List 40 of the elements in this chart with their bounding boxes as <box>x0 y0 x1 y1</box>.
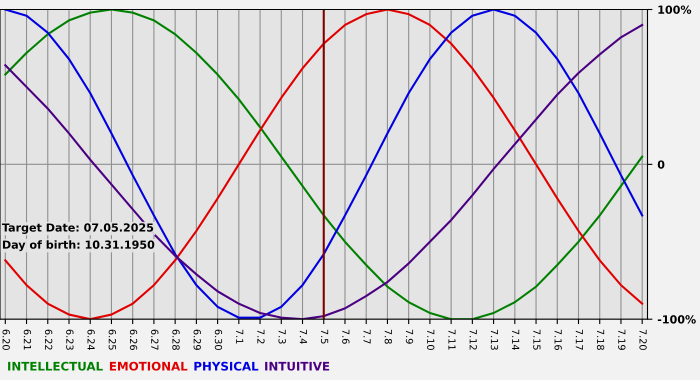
x-tick-label: 6.28 <box>172 330 180 350</box>
x-tick-label: 7.8 <box>384 330 392 344</box>
x-tick-label: 7.10 <box>427 330 434 350</box>
x-tick-label: 7.20 <box>639 330 647 350</box>
x-tick-label: 6.20 <box>2 330 10 350</box>
x-tick-label: 7.15 <box>533 330 540 350</box>
x-tick-label: 6.22 <box>44 330 52 350</box>
x-tick-label: 7.2 <box>257 330 265 344</box>
x-tick-label: 6.24 <box>87 330 95 350</box>
x-tick-label: 6.23 <box>66 330 74 350</box>
x-tick-label: 7.9 <box>406 330 414 344</box>
x-tick-label: 6.30 <box>214 330 222 350</box>
x-tick-label: 7.17 <box>576 330 583 350</box>
y-tick-label: 0 <box>658 160 664 169</box>
x-tick-label: 7.14 <box>512 330 520 350</box>
x-tick-label: 7.5 <box>320 330 328 344</box>
x-tick-label: 7.16 <box>554 330 562 350</box>
x-tick-label: 6.26 <box>130 330 138 350</box>
text: EMOTIONAL <box>110 362 188 371</box>
x-tick-label: 6.27 <box>151 330 158 350</box>
y-tick-label: 100% <box>658 5 692 14</box>
x-tick-label: 6.29 <box>194 330 201 350</box>
x-tick-label: 7.3 <box>278 330 286 344</box>
x-tick-label: 7.4 <box>300 330 307 344</box>
x-tick-label: 7.6 <box>342 330 350 344</box>
annotation: Target Date: 07.05.2025 <box>2 223 154 234</box>
x-tick-label: 7.18 <box>596 330 604 350</box>
text: PHYSICAL <box>194 362 258 371</box>
text: INTUITIVE <box>265 362 330 371</box>
x-tick-label: 7.19 <box>618 330 626 350</box>
x-tick-label: 7.1 <box>236 330 244 344</box>
annotation: Day of birth: 10.31.1950 <box>2 240 154 252</box>
text: INTELLECTUAL <box>8 362 103 371</box>
x-tick-label: 7.7 <box>364 330 371 344</box>
x-tick-label: 6.21 <box>24 330 32 350</box>
x-tick-label: 7.13 <box>490 330 498 350</box>
x-tick-label: 7.11 <box>448 330 456 350</box>
x-tick-label: 6.25 <box>108 330 116 350</box>
y-tick-label: -100% <box>658 315 696 324</box>
x-tick-label: 7.12 <box>470 330 477 350</box>
